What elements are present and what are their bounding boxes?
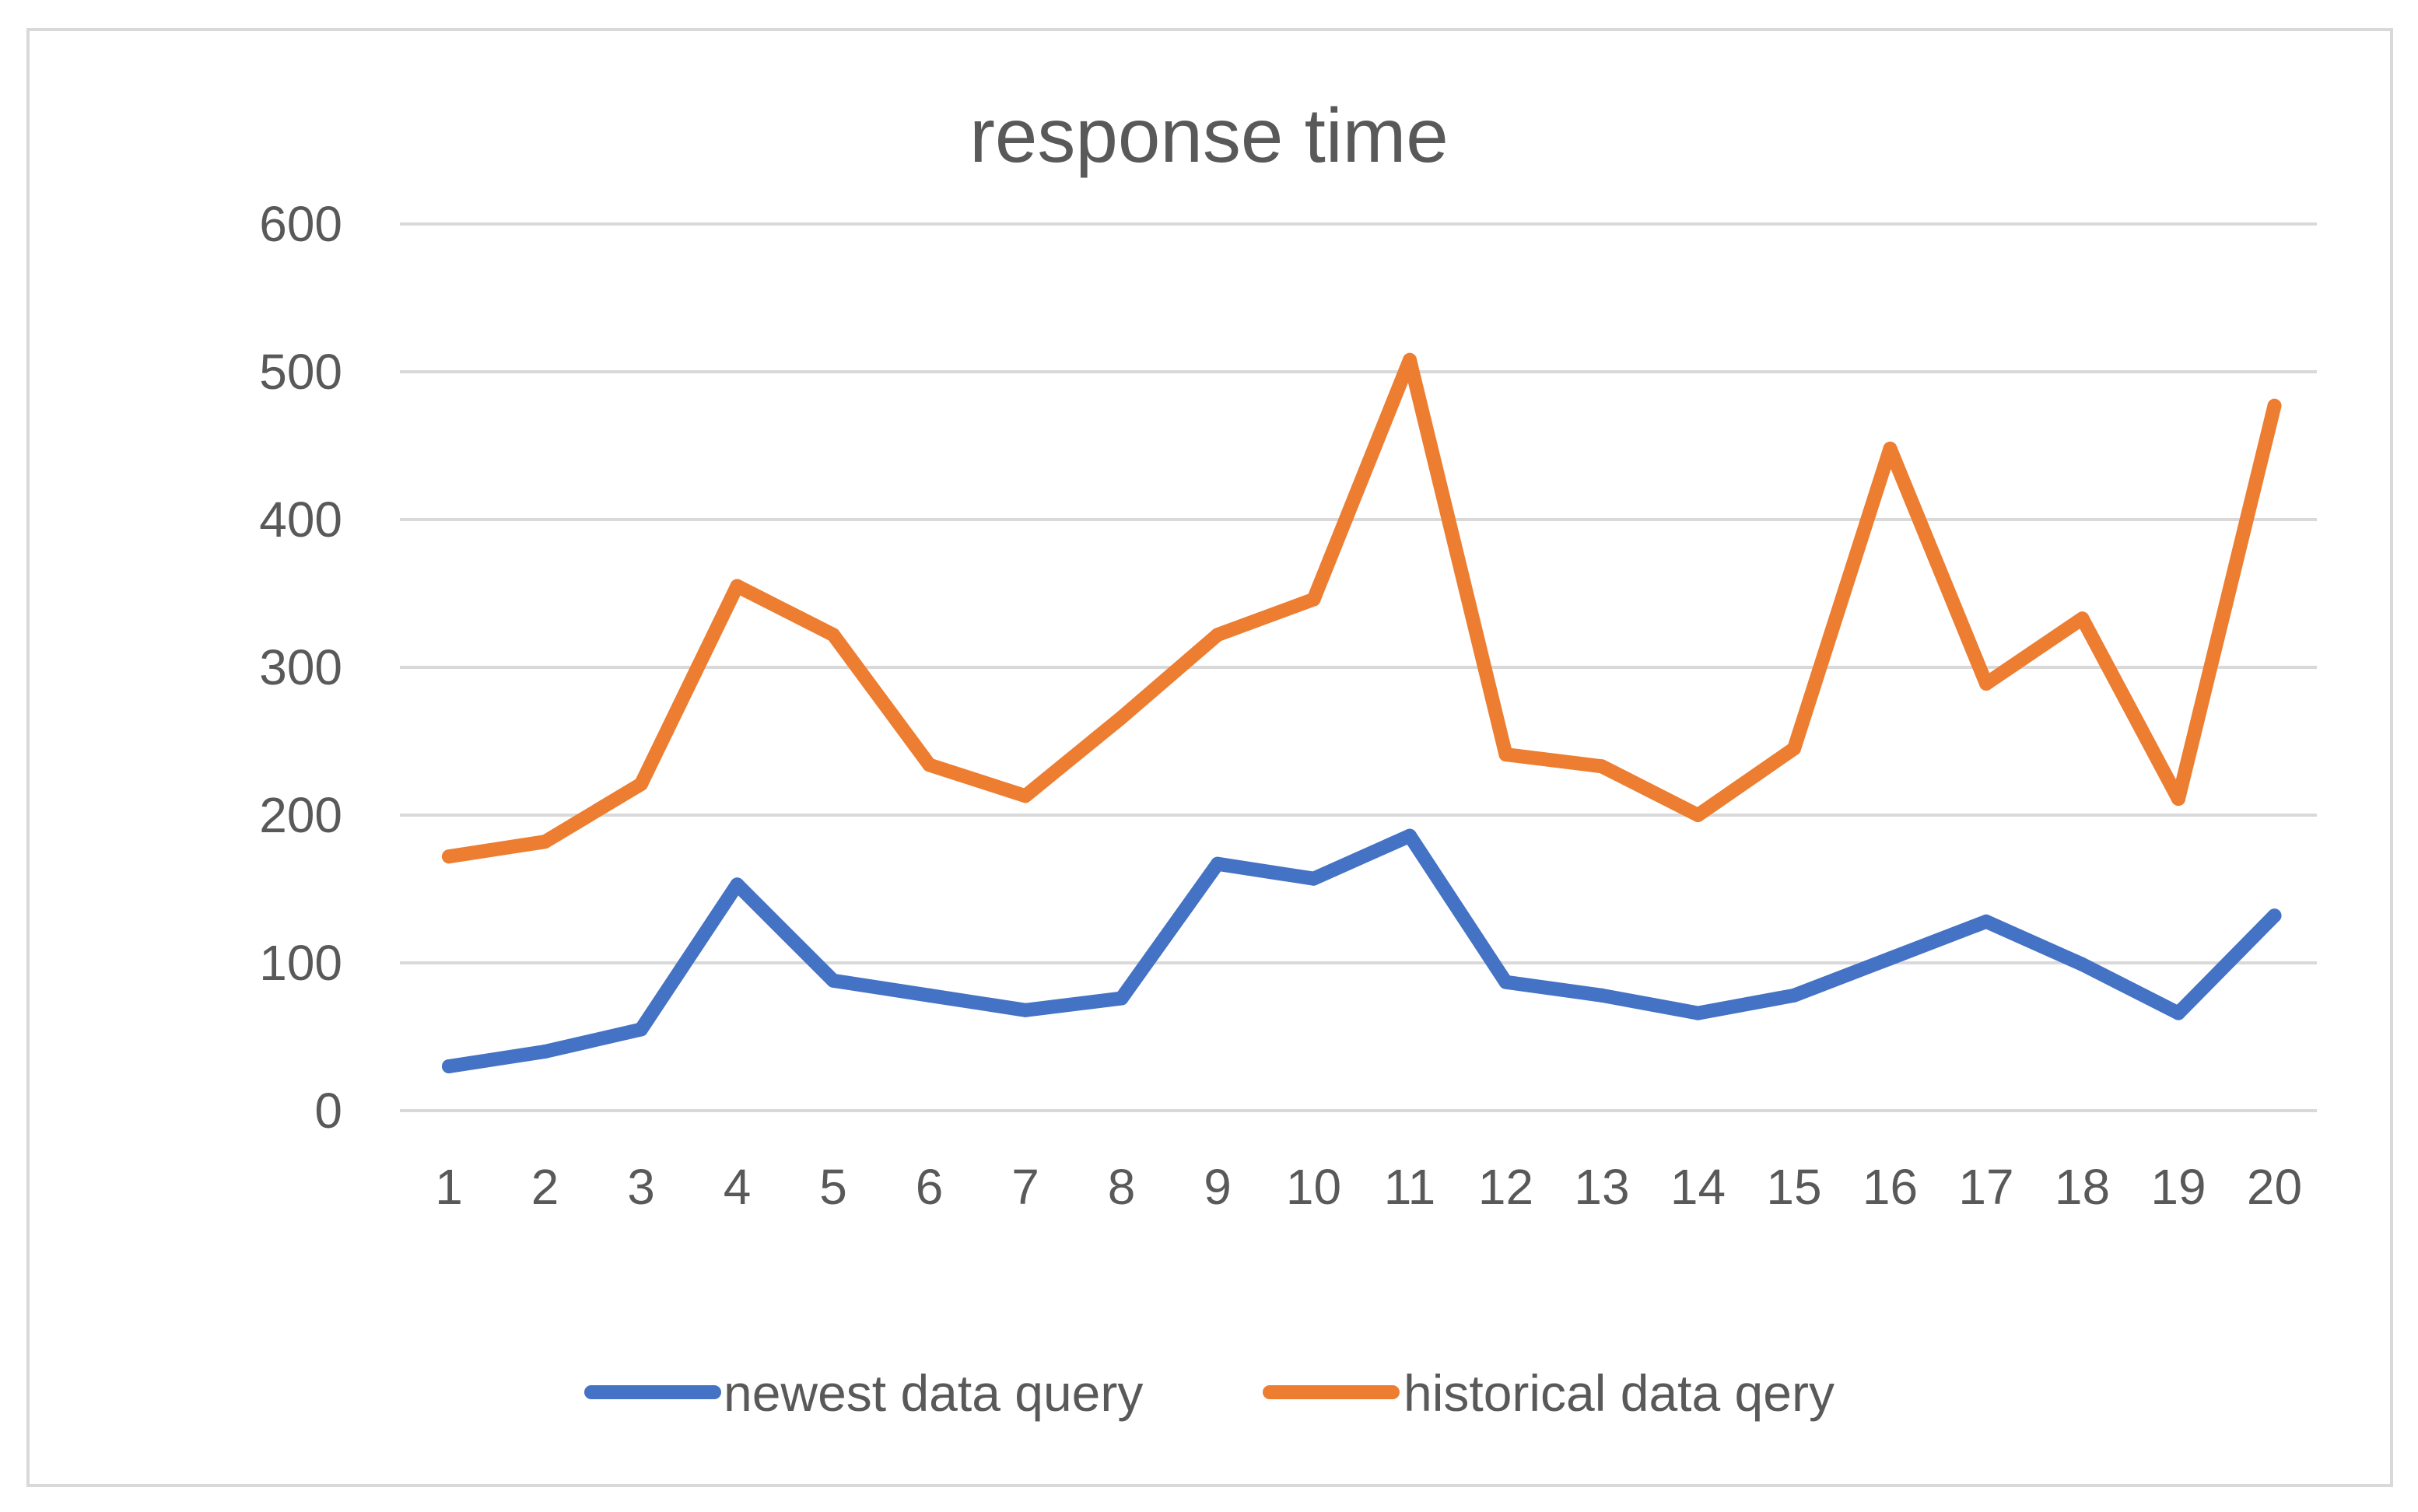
x-tick-label: 17	[1958, 1159, 2013, 1215]
x-tick-label: 8	[1108, 1159, 1136, 1215]
data-point	[1787, 988, 1801, 1003]
data-point	[1211, 628, 1225, 642]
data-point	[2075, 611, 2090, 626]
data-point	[1018, 1003, 1032, 1017]
data-point	[826, 973, 840, 988]
series-newest-data-query	[442, 828, 2282, 1073]
y-tick-label: 500	[259, 344, 342, 400]
y-axis-labels: 0 100 200 300 400 500 600	[259, 196, 342, 1139]
chart-area	[26, 28, 2393, 1487]
data-point	[730, 579, 745, 593]
x-tick-label: 16	[1863, 1159, 1918, 1215]
data-point	[1114, 710, 1129, 725]
data-point	[538, 835, 552, 849]
y-tick-label: 0	[314, 1083, 342, 1139]
x-tick-label: 14	[1670, 1159, 1726, 1215]
data-point	[1018, 789, 1032, 803]
x-tick-label: 11	[1384, 1159, 1435, 1215]
data-point	[2075, 957, 2090, 971]
data-point	[1979, 914, 1993, 929]
x-tick-label: 3	[627, 1159, 655, 1215]
data-point	[442, 1059, 456, 1073]
data-point	[442, 849, 456, 864]
data-point	[1211, 856, 1225, 871]
data-point	[634, 1022, 648, 1037]
data-point	[922, 988, 937, 1003]
data-point	[538, 1045, 552, 1059]
data-point	[1114, 991, 1129, 1006]
data-point	[1787, 741, 1801, 756]
data-point	[1498, 975, 1513, 989]
plot-series	[442, 352, 2282, 1073]
legend-item: historical data qery	[1263, 1364, 1835, 1422]
x-tick-label: 2	[531, 1159, 559, 1215]
legend-label: newest data query	[724, 1364, 1143, 1422]
data-point	[826, 628, 840, 642]
gridlines	[400, 222, 2317, 1112]
y-tick-label: 600	[259, 196, 342, 252]
x-tick-label: 1	[435, 1159, 463, 1215]
x-tick-label: 9	[1204, 1159, 1232, 1215]
data-point	[1691, 808, 1705, 822]
data-point	[1979, 676, 1993, 691]
data-point	[1691, 1006, 1705, 1020]
data-point	[1595, 759, 1609, 774]
legend: newest data query historical data qery	[584, 1364, 1835, 1422]
data-point	[922, 758, 937, 772]
x-tick-label: 19	[2150, 1159, 2206, 1215]
x-axis-labels: 1 2 3 4 5 6 7 8 9 10 11 12 13 14 15 16 17 18 19 20	[435, 1159, 2302, 1215]
x-tick-label: 10	[1286, 1159, 1341, 1215]
data-point	[1883, 951, 1898, 966]
data-point	[1883, 441, 1898, 456]
data-point	[1306, 871, 1321, 886]
x-tick-label: 20	[2247, 1159, 2302, 1215]
chart-title: response time	[969, 93, 1449, 178]
x-tick-label: 6	[916, 1159, 944, 1215]
data-point	[730, 877, 745, 892]
data-point	[1403, 828, 1417, 843]
y-tick-label: 100	[259, 935, 342, 991]
series-line	[442, 828, 2282, 1073]
x-tick-label: 18	[2055, 1159, 2110, 1215]
x-tick-label: 15	[1766, 1159, 1821, 1215]
legend-item: newest data query	[584, 1364, 1143, 1422]
y-tick-label: 400	[259, 492, 342, 548]
data-point	[2267, 398, 2282, 413]
data-point	[1498, 747, 1513, 762]
data-point	[1306, 592, 1321, 607]
data-point	[2171, 792, 2185, 807]
y-tick-label: 300	[259, 639, 342, 695]
series-line	[442, 352, 2282, 864]
x-tick-label: 13	[1574, 1159, 1629, 1215]
data-point	[1403, 352, 1417, 367]
y-tick-label: 200	[259, 787, 342, 843]
x-tick-label: 5	[819, 1159, 847, 1215]
x-tick-label: 12	[1478, 1159, 1533, 1215]
data-point	[2267, 908, 2282, 923]
series-historical-data-query	[442, 352, 2282, 864]
data-point	[1595, 988, 1609, 1003]
x-tick-label: 4	[724, 1159, 752, 1215]
legend-label: historical data qery	[1403, 1364, 1835, 1422]
data-point	[634, 777, 648, 792]
data-point	[2171, 1006, 2185, 1020]
x-tick-label: 7	[1011, 1159, 1039, 1215]
